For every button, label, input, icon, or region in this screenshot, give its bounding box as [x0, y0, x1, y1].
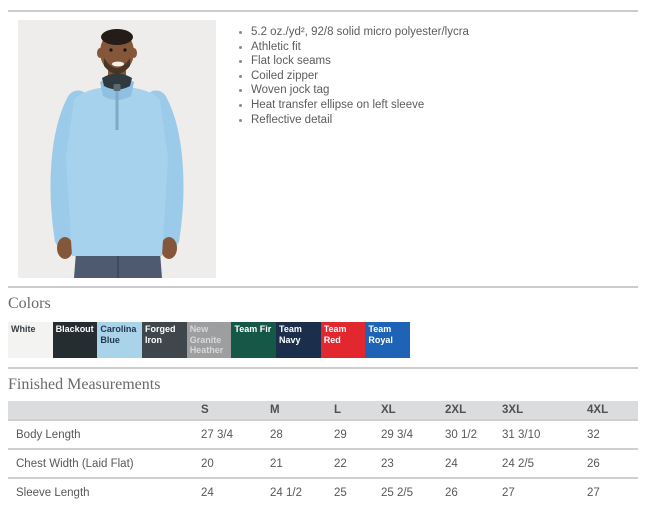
measurement-value: 24	[445, 448, 502, 478]
feature-item: 5.2 oz./yd², 92/8 solid micro polyester/…	[251, 25, 469, 40]
measurements-header-row: S M L XL 2XL 3XL 4XL	[8, 401, 638, 420]
feature-item: Flat lock seams	[251, 54, 469, 69]
color-swatch-white[interactable]: White	[8, 322, 53, 358]
feature-item: Woven jock tag	[251, 83, 469, 98]
measurement-value: 28	[270, 419, 334, 449]
measurement-value: 20	[201, 448, 270, 478]
measurements-table: S M L XL 2XL 3XL 4XL Body Length 27 3/4 …	[8, 401, 638, 507]
swatch-label: Blackout	[55, 324, 94, 334]
measurement-value: 21	[270, 448, 334, 478]
measurement-value: 22	[334, 448, 381, 478]
measurement-label: Chest Width (Laid Flat)	[8, 448, 201, 478]
measurements-heading: Finished Measurements	[8, 376, 161, 393]
size-col-header: 4XL	[587, 401, 638, 420]
measurement-value: 25 2/5	[381, 477, 445, 507]
feature-item: Reflective detail	[251, 113, 469, 128]
feature-item: Athletic fit	[251, 40, 469, 55]
colors-heading: Colors	[8, 295, 51, 312]
swatch-label: Team Red	[323, 324, 347, 345]
color-swatch-team-fir[interactable]: Team Fir	[231, 322, 277, 358]
size-col-header: L	[334, 401, 381, 420]
size-col-header: M	[270, 401, 334, 420]
size-col-header: 3XL	[502, 401, 587, 420]
measurement-value: 32	[587, 419, 638, 449]
feature-item: Coiled zipper	[251, 69, 469, 84]
table-row-chest-width: Chest Width (Laid Flat) 20 21 22 23 24 2…	[8, 448, 638, 478]
measurement-value: 27	[587, 477, 638, 507]
color-swatch-new-granite-heather[interactable]: New Granite Heather	[186, 322, 232, 358]
table-row-sleeve-length: Sleeve Length 24 24 1/2 25 25 2/5 26 27 …	[8, 477, 638, 507]
feature-list: 5.2 oz./yd², 92/8 solid micro polyester/…	[216, 25, 469, 278]
measurement-value: 26	[445, 477, 502, 507]
measurement-value: 24 2/5	[502, 448, 587, 478]
swatch-label: Team Fir	[234, 324, 272, 334]
measurement-value: 27	[502, 477, 587, 507]
measurement-value: 27 3/4	[201, 419, 270, 449]
feature-item: Heat transfer ellipse on left sleeve	[251, 98, 469, 113]
color-swatch-forged-iron[interactable]: Forged Iron	[142, 322, 187, 358]
measurement-value: 23	[381, 448, 445, 478]
measurement-value: 29 3/4	[381, 419, 445, 449]
size-col-header: 2XL	[445, 401, 502, 420]
color-swatch-team-royal[interactable]: Team Royal	[365, 322, 411, 358]
size-col-header: S	[201, 401, 270, 420]
measurement-value: 30 1/2	[445, 419, 502, 449]
swatch-label: New Granite Heather	[189, 324, 224, 356]
measurement-label: Body Length	[8, 419, 201, 449]
product-photo[interactable]	[18, 20, 216, 278]
top-divider	[8, 10, 638, 12]
size-col-header: XL	[381, 401, 445, 420]
color-swatch-team-red[interactable]: Team Red	[320, 322, 366, 358]
measurement-value: 24 1/2	[270, 477, 334, 507]
table-row-body-length: Body Length 27 3/4 28 29 29 3/4 30 1/2 3…	[8, 419, 638, 449]
color-swatch-blackout[interactable]: Blackout	[52, 322, 98, 358]
measurement-value: 26	[587, 448, 638, 478]
product-overview-section: 5.2 oz./yd², 92/8 solid micro polyester/…	[8, 20, 638, 278]
measurement-value: 29	[334, 419, 381, 449]
color-swatch-team-navy[interactable]: Team Navy	[276, 322, 321, 358]
product-detail-page: 5.2 oz./yd², 92/8 solid micro polyester/…	[0, 10, 646, 507]
size-col-header-empty	[8, 401, 201, 420]
swatch-label: Team Navy	[279, 324, 302, 345]
measurement-value: 24	[201, 477, 270, 507]
measurements-section-divider	[8, 367, 638, 369]
swatch-label: Forged Iron	[145, 324, 176, 345]
model-photo-illustration	[18, 20, 216, 278]
measurement-label: Sleeve Length	[8, 477, 201, 507]
measurement-value: 31 3/10	[502, 419, 587, 449]
color-swatch-carolina-blue[interactable]: Carolina Blue	[97, 322, 143, 358]
color-swatch-row: White Blackout Carolina Blue Forged Iron…	[8, 322, 411, 358]
swatch-label: Carolina Blue	[100, 324, 137, 345]
swatch-label: Team Royal	[368, 324, 393, 345]
swatch-label: White	[11, 324, 36, 334]
measurement-value: 25	[334, 477, 381, 507]
colors-section-divider	[8, 286, 638, 288]
